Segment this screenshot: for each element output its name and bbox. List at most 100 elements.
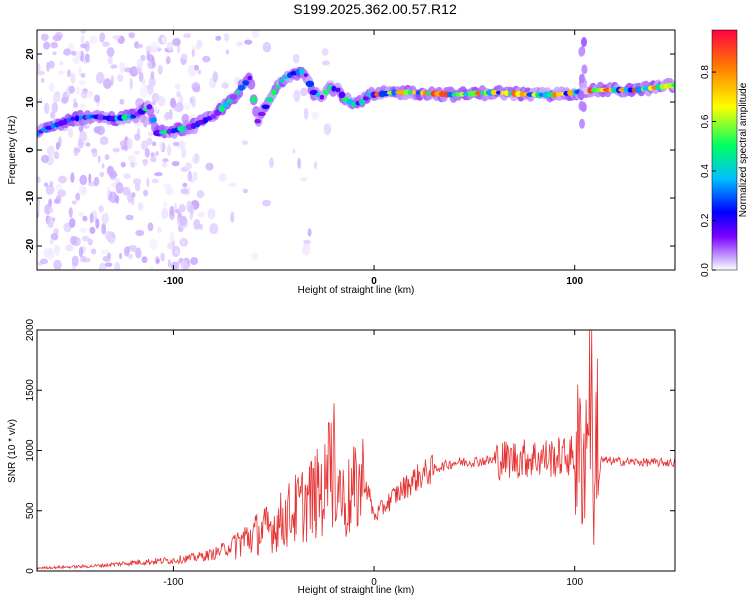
spectrogram-noise-cell — [293, 89, 301, 102]
spectrogram-ridge-cell — [75, 115, 80, 122]
spectrogram-noise-cell — [119, 98, 125, 105]
spectrogram-noise-cell — [215, 35, 222, 41]
spectrogram-streak-cell — [581, 37, 587, 47]
spectrogram-noise-cell — [323, 123, 332, 136]
spectrogram-x-tick-label: 100 — [566, 276, 583, 287]
spectrogram-noise-cell — [166, 41, 174, 52]
spectrogram-ridge-halo — [247, 78, 256, 90]
spectrogram-noise-cell — [99, 136, 109, 146]
spectrogram-noise-cell — [128, 32, 136, 39]
spectrogram-ridge-cell — [70, 116, 76, 121]
spectrogram-ridge-cell — [490, 89, 499, 96]
spectrogram-noise-cell — [75, 192, 81, 201]
spectrogram-noise-cell — [157, 64, 163, 75]
colorbar-ticks: 0.0 0.2 0.4 0.6 0.8 — [700, 65, 716, 277]
spectrogram-noise-cell — [107, 56, 113, 65]
spectrogram-noise-cell — [134, 182, 141, 192]
spectrogram-ridge-cell — [455, 92, 461, 98]
spectrogram-ridge-cell — [265, 96, 274, 103]
spectrogram-noise-cell — [49, 238, 54, 245]
spectrogram-noise-cell — [47, 216, 54, 229]
spectrogram-noise-cell — [194, 64, 199, 71]
snr-y-tick-label: 2000 — [25, 318, 36, 341]
spectrogram-noise-cell — [50, 233, 59, 241]
spectrogram-ridge-cell — [335, 87, 341, 93]
spectrogram-noise-cell — [99, 171, 105, 178]
snr-y-tick-label: 0 — [25, 568, 36, 574]
spectrogram-ridge-cell — [57, 120, 65, 127]
spectrogram-noise-cell — [82, 257, 91, 263]
spectrogram-ridge-cell — [446, 91, 454, 98]
spectrogram-noise-cell — [68, 127, 74, 138]
spectrogram-noise-cell — [129, 244, 134, 251]
spectrogram-noise-cell — [152, 141, 157, 147]
spectrogram-noise-cell — [170, 97, 176, 108]
spectrogram-noise-cell — [165, 186, 174, 196]
spectrogram-noise-cell — [85, 142, 91, 147]
spectrogram-noise-cell — [72, 56, 80, 64]
spectrogram-noise-cell — [40, 258, 48, 265]
spectrogram-noise-cell — [301, 243, 311, 256]
spectrogram-noise-cell — [150, 152, 155, 158]
spectrogram-x-axis-label: Height of straight line (km) — [298, 285, 415, 296]
spectrogram-noise-cell — [196, 39, 203, 49]
spectrogram-noise-cell — [134, 133, 141, 141]
spectrogram-noise-cell — [109, 169, 117, 180]
spectrogram-ridge-cell — [270, 89, 277, 96]
spectrogram-ridge-cell — [142, 107, 149, 112]
spectrogram-noise-cell — [106, 252, 112, 259]
spectrogram-noise-cell — [150, 155, 157, 163]
spectrogram-noise-cell — [228, 182, 237, 187]
spectrogram-ridge-cell — [671, 83, 675, 88]
spectrogram-noise-cell — [170, 261, 180, 270]
spectrogram-noise-cell — [161, 36, 166, 44]
colorbar-tick-label: 0.2 — [700, 213, 711, 227]
spectrogram-noise-cell — [75, 50, 82, 58]
spectrogram-noise-cell — [188, 204, 195, 215]
spectrogram-noise-cell — [154, 172, 163, 177]
spectrogram-noise-cell — [212, 71, 219, 83]
spectrogram-noise-cell — [95, 71, 105, 84]
spectrogram-noise-cell — [52, 51, 57, 56]
spectrogram-noise-cell — [73, 101, 79, 108]
spectrogram-noise-cell — [101, 223, 107, 235]
spectrogram-noise-cell — [144, 148, 150, 158]
spectrogram-x-tick-label: -100 — [163, 276, 183, 287]
spectrogram-noise-cell — [86, 90, 94, 98]
spectrogram-streak-cell — [578, 46, 585, 57]
spectrogram-y-tick-label: 0 — [25, 147, 36, 153]
spectrogram-noise-cell — [174, 209, 180, 214]
spectrogram-noise-cell — [193, 153, 200, 164]
spectrogram-ridge-cell — [247, 75, 252, 81]
spectrogram-noise-cell — [146, 177, 150, 188]
spectrogram-noise-cell — [183, 33, 192, 39]
spectrogram-ridge-cell — [257, 111, 266, 117]
spectrogram-noise-cell — [182, 260, 188, 270]
spectrogram-noise-cell — [244, 39, 253, 45]
spectrogram-noise-cell — [44, 102, 50, 115]
spectrogram-noise-cell — [165, 56, 171, 65]
spectrogram-noise-cell — [303, 239, 312, 245]
spectrogram-y-tick-label: 20 — [25, 48, 36, 60]
colorbar-tick-label: 0.8 — [700, 65, 711, 79]
spectrogram-streak-cell — [579, 118, 585, 129]
spectrogram-noise-cell — [190, 257, 199, 265]
spectrogram-noise-cell — [135, 247, 142, 259]
spectrogram-noise-cell — [75, 85, 81, 95]
spectrogram-noise-cell — [197, 69, 202, 75]
spectrogram-noise-cell — [53, 259, 62, 270]
spectrogram-noise-cell — [223, 32, 230, 42]
spectrogram-noise-cell — [169, 232, 175, 243]
spectrogram-noise-cell — [57, 70, 65, 75]
spectrogram-noise-cell — [176, 105, 182, 113]
spectrogram-noise-cell — [193, 218, 201, 230]
spectrogram-noise-cell — [184, 162, 193, 170]
spectrogram-noise-cell — [167, 259, 171, 268]
spectrogram-noise-cell — [180, 188, 189, 195]
spectrogram-noise-cell — [82, 215, 88, 222]
spectrogram-noise-cell — [138, 71, 144, 83]
spectrogram-noise-cell — [129, 66, 139, 77]
spectrogram-noise-cell — [49, 82, 55, 92]
